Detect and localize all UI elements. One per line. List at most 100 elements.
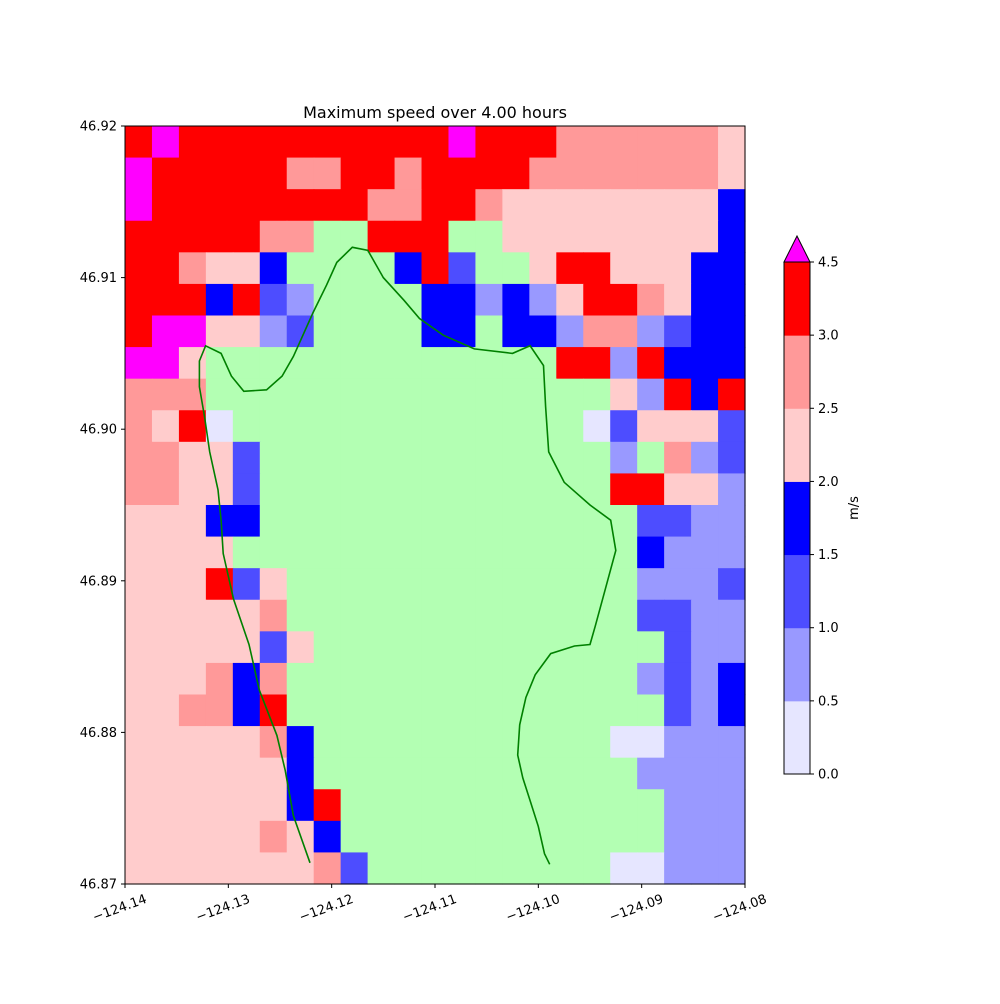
heatmap-cell xyxy=(125,694,153,727)
heatmap-cell xyxy=(610,157,638,190)
heatmap-cell xyxy=(637,820,665,854)
heatmap-cell xyxy=(232,536,261,569)
heatmap-cell xyxy=(313,662,342,696)
heatmap-cell xyxy=(205,631,234,664)
heatmap-cell xyxy=(718,378,746,411)
heatmap-cell xyxy=(178,852,207,885)
heatmap-cell xyxy=(583,536,611,569)
heatmap-cell xyxy=(664,473,692,506)
heatmap-cell xyxy=(556,315,584,348)
heatmap-cell xyxy=(394,820,423,854)
heatmap-cell xyxy=(583,789,611,822)
heatmap-cell xyxy=(637,568,665,601)
heatmap-cell xyxy=(125,189,153,222)
heatmap-cell xyxy=(637,441,665,475)
heatmap-cell xyxy=(340,378,369,411)
heatmap-cell xyxy=(286,505,315,538)
heatmap-cell xyxy=(664,252,692,285)
heatmap-cell xyxy=(610,852,638,885)
heatmap-cell xyxy=(529,157,557,190)
heatmap-cell xyxy=(340,252,369,285)
heatmap-cell xyxy=(529,726,557,759)
heatmap-cell xyxy=(394,410,423,443)
heatmap-cell xyxy=(691,126,719,159)
heatmap-cell xyxy=(583,599,611,632)
heatmap-cell xyxy=(718,662,746,696)
heatmap-cell xyxy=(502,536,530,569)
heatmap-cell xyxy=(394,189,423,222)
heatmap-cell xyxy=(718,568,746,601)
heatmap-cell xyxy=(313,757,342,790)
heatmap-cell xyxy=(610,694,638,727)
heatmap-cell xyxy=(529,757,557,790)
heatmap-cell xyxy=(583,757,611,790)
heatmap-cell xyxy=(367,599,396,632)
heatmap-cell xyxy=(313,126,342,159)
heatmap-cell xyxy=(718,820,746,854)
heatmap-cell xyxy=(664,505,692,538)
heatmap-cell xyxy=(448,283,477,317)
heatmap-cell xyxy=(448,126,477,159)
heatmap-cell xyxy=(340,852,369,885)
heatmap-cell xyxy=(151,631,180,664)
heatmap-cell xyxy=(583,220,611,253)
heatmap-cell xyxy=(340,126,369,159)
heatmap-cell xyxy=(259,473,288,506)
heatmap-cell xyxy=(691,820,719,854)
heatmap-cell xyxy=(448,473,477,506)
heatmap-cell xyxy=(232,757,261,790)
heatmap-cell xyxy=(664,157,692,190)
heatmap-cell xyxy=(421,220,450,253)
heatmap-cell xyxy=(502,378,530,411)
heatmap-cell xyxy=(502,220,530,253)
heatmap-cell xyxy=(691,505,719,538)
heatmap-cell xyxy=(637,726,665,759)
heatmap-cell xyxy=(583,441,611,475)
heatmap-cell xyxy=(125,789,153,822)
heatmap-cell xyxy=(394,126,423,159)
heatmap-cell xyxy=(340,283,369,317)
heatmap-cell xyxy=(125,126,153,159)
heatmap-cell xyxy=(610,662,638,696)
heatmap-cell xyxy=(691,378,719,411)
heatmap-cell xyxy=(205,157,234,190)
heatmap-cell xyxy=(178,441,207,475)
heatmap-cell xyxy=(178,662,207,696)
colorbar-tick-label: 1.0 xyxy=(818,621,839,636)
x-tick-label: −124.11 xyxy=(401,892,459,925)
heatmap-cell xyxy=(718,599,746,632)
colorbar-segment xyxy=(784,700,810,775)
heatmap-cell xyxy=(367,347,396,380)
heatmap-cell xyxy=(259,820,288,854)
heatmap-cell xyxy=(610,757,638,790)
y-tick-label: 46.91 xyxy=(80,271,117,286)
heatmap-cell xyxy=(313,283,342,317)
heatmap-cell xyxy=(205,757,234,790)
heatmap-cell xyxy=(529,631,557,664)
heatmap-cell xyxy=(125,757,153,790)
heatmap-cell xyxy=(556,694,584,727)
heatmap-cell xyxy=(664,189,692,222)
heatmap-cell xyxy=(583,852,611,885)
heatmap-cell xyxy=(394,757,423,790)
heatmap-cell xyxy=(151,726,180,759)
heatmap-cell xyxy=(475,189,503,222)
heatmap-cell xyxy=(502,631,530,664)
heatmap-cell xyxy=(205,126,234,159)
heatmap-cell xyxy=(259,631,288,664)
heatmap-cell xyxy=(421,410,450,443)
colorbar: 0.0 0.5 1.0 1.5 2.0 2.5 3.0 4.5 xyxy=(783,234,839,783)
heatmap-cell xyxy=(718,536,746,569)
heatmap-cell xyxy=(475,536,503,569)
heatmap-cell xyxy=(583,820,611,854)
heatmap-cell xyxy=(394,536,423,569)
heatmap-cell xyxy=(610,283,638,317)
heatmap-cell xyxy=(475,378,503,411)
heatmap-cell xyxy=(367,757,396,790)
heatmap-cell xyxy=(502,252,530,285)
heatmap-cell xyxy=(421,599,450,632)
heatmap-cell xyxy=(529,283,557,317)
heatmap-cell xyxy=(718,631,746,664)
heatmap-cell xyxy=(556,347,584,380)
heatmap-cell xyxy=(691,599,719,632)
